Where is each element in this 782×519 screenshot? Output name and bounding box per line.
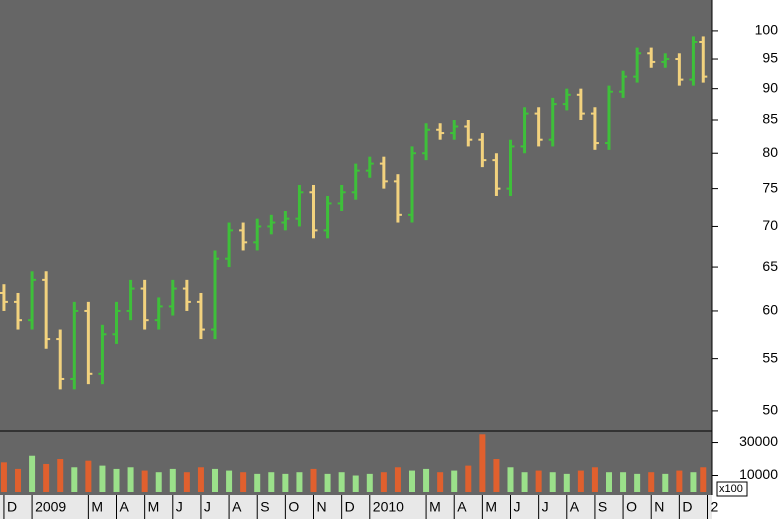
volume-bar	[700, 467, 707, 492]
x-tick-label: S	[598, 499, 607, 515]
x-tick-label: M	[91, 499, 103, 515]
volume-bar	[605, 472, 612, 492]
volume-tick-label: 30000	[739, 433, 778, 449]
volume-bar	[690, 472, 697, 492]
x-tick-label: 2010	[373, 499, 404, 515]
x-tick-label: J	[514, 499, 521, 515]
y-tick-label: 100	[755, 22, 779, 38]
volume-bar	[268, 472, 275, 492]
volume-bar	[29, 455, 36, 492]
volume-bar	[591, 467, 598, 492]
y-tick-label: 60	[762, 302, 778, 318]
x-tick-label: J	[204, 499, 211, 515]
volume-bar	[99, 465, 106, 492]
volume-bar	[634, 473, 641, 492]
x-tick-label: A	[457, 499, 467, 515]
volume-bar	[57, 459, 64, 492]
volume-bar	[577, 470, 584, 492]
volume-bar	[451, 470, 458, 492]
x-tick-label: 2009	[35, 499, 66, 515]
y-tick-label: 50	[762, 402, 778, 418]
x-tick-label: J	[176, 499, 183, 515]
plot-background	[0, 0, 712, 495]
volume-bar	[563, 473, 570, 492]
x-tick-label: O	[288, 499, 299, 515]
volume-bar	[183, 472, 190, 492]
x-tick-label: D	[682, 499, 692, 515]
volume-bar	[493, 459, 500, 492]
time-axis-background	[0, 495, 712, 519]
y-tick-label: 75	[762, 179, 778, 195]
volume-bar	[324, 473, 331, 492]
y-tick-label: 85	[762, 111, 778, 127]
y-tick-label: 90	[762, 79, 778, 95]
x-tick-label: N	[317, 499, 327, 515]
x-tick-label: S	[260, 499, 269, 515]
volume-bar	[226, 470, 233, 492]
x-tick-label: 2	[710, 499, 718, 515]
volume-bar	[127, 467, 134, 492]
x-tick-label: D	[345, 499, 355, 515]
volume-bar	[296, 472, 303, 492]
volume-bar	[338, 472, 345, 492]
unit-box	[716, 481, 748, 497]
volume-bar	[380, 472, 387, 492]
volume-bar	[352, 475, 359, 492]
x-tick-label: M	[148, 499, 160, 515]
volume-bar	[15, 468, 22, 492]
x-tick-label: N	[654, 499, 664, 515]
volume-bar	[620, 472, 627, 492]
y-tick-label: 70	[762, 217, 778, 233]
volume-bar	[85, 460, 92, 492]
volume-bar	[507, 467, 514, 492]
y-tick-label: 55	[762, 349, 778, 365]
volume-unit: x100	[719, 483, 743, 495]
volume-bar	[465, 465, 472, 492]
volume-bar	[0, 462, 7, 492]
y-tick-label: 95	[762, 50, 778, 66]
y-tick-label: 65	[762, 258, 778, 274]
volume-bar	[423, 468, 430, 492]
volume-bar	[394, 467, 401, 492]
volume-bar	[43, 463, 50, 492]
y-tick-label: 80	[762, 144, 778, 160]
x-tick-label: M	[429, 499, 441, 515]
volume-bar	[662, 473, 669, 492]
volume-bar	[141, 470, 148, 492]
x-tick-label: A	[232, 499, 242, 515]
volume-bar	[113, 468, 120, 492]
axis-background	[712, 0, 782, 519]
x-tick-label: D	[7, 499, 17, 515]
volume-bar	[254, 473, 261, 492]
volume-bar	[212, 468, 219, 492]
volume-tick-label: 10000	[739, 466, 778, 482]
volume-bar	[240, 472, 247, 492]
x-tick-label: M	[485, 499, 497, 515]
x-tick-label: A	[570, 499, 580, 515]
volume-bar	[310, 468, 317, 492]
volume-bar	[197, 467, 204, 492]
volume-bar	[521, 472, 528, 492]
volume-bar	[169, 468, 176, 492]
volume-bar	[437, 472, 444, 492]
volume-bar	[155, 472, 162, 492]
volume-bar	[282, 473, 289, 492]
x-tick-label: O	[626, 499, 637, 515]
volume-bar	[71, 467, 78, 492]
volume-bar	[535, 470, 542, 492]
volume-bar	[648, 472, 655, 492]
volume-bar	[549, 472, 556, 492]
volume-bar	[366, 473, 373, 492]
volume-bar	[479, 434, 486, 492]
volume-bar	[676, 470, 683, 492]
x-tick-label: J	[542, 499, 549, 515]
x-tick-label: A	[120, 499, 130, 515]
volume-bar	[409, 470, 416, 492]
